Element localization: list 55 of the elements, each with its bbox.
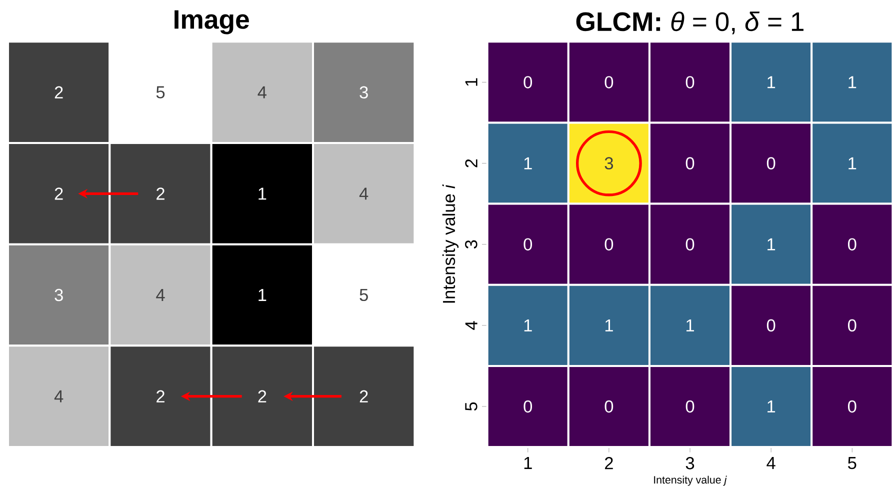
data-label: 0 (686, 400, 694, 413)
data-label: 1 (768, 76, 776, 88)
y-tick-label: 4 (465, 321, 478, 330)
data-label: 1 (848, 76, 856, 88)
data-label: 0 (766, 157, 776, 170)
data-label: 2 (156, 188, 164, 200)
data-label: 0 (848, 400, 856, 413)
data-label: 2 (156, 390, 164, 402)
y-axis-title: Intensity value i (442, 184, 459, 303)
chart-title: Image (174, 10, 249, 34)
x-tick-label: 5 (848, 457, 856, 470)
data-label: 0 (848, 319, 856, 332)
y-tick-label: 1 (465, 78, 478, 86)
data-label: 1 (848, 157, 856, 170)
data-label: 4 (258, 86, 266, 98)
data-label: 0 (604, 76, 614, 88)
data-label: 1 (768, 400, 776, 412)
data-label: 0 (524, 400, 532, 413)
data-label: 1 (524, 157, 532, 170)
x-axis-title: Intensity value j (654, 476, 727, 486)
y-tick-label: 2 (465, 159, 478, 168)
x-tick-label: 2 (604, 457, 613, 470)
data-label: 4 (156, 289, 165, 301)
data-label: 0 (686, 157, 694, 170)
data-label: 2 (54, 86, 63, 98)
y-tick-label: 5 (465, 402, 478, 411)
data-label: 5 (360, 288, 368, 302)
data-label: 3 (360, 86, 368, 98)
data-label: 2 (360, 390, 368, 402)
data-label: 0 (524, 76, 532, 88)
data-label: 1 (258, 289, 266, 301)
chart-title: GLCM: θ = 0, δ = 1 (576, 12, 804, 34)
data-label: 0 (686, 76, 694, 88)
y-tick-label: 3 (465, 240, 478, 248)
data-label: 2 (54, 188, 63, 200)
data-label: 1 (605, 319, 613, 332)
data-label: 1 (258, 188, 266, 200)
data-label: 0 (766, 319, 776, 332)
x-tick-label: 1 (524, 457, 532, 469)
data-label: 0 (524, 238, 532, 250)
data-label: 3 (54, 288, 63, 302)
data-label: 0 (686, 238, 694, 250)
data-label: 1 (686, 319, 694, 332)
data-label: 4 (54, 390, 64, 402)
data-label: 4 (359, 188, 368, 200)
data-label: 2 (258, 390, 266, 402)
data-label: 3 (604, 157, 614, 170)
data-label: 1 (524, 319, 532, 332)
x-tick-label: 3 (686, 457, 694, 470)
data-label: 5 (156, 86, 165, 98)
data-label: 0 (604, 400, 614, 413)
data-label: 0 (604, 238, 614, 250)
data-label: 1 (768, 238, 776, 250)
x-tick-label: 4 (766, 457, 776, 469)
data-label: 0 (848, 238, 856, 250)
